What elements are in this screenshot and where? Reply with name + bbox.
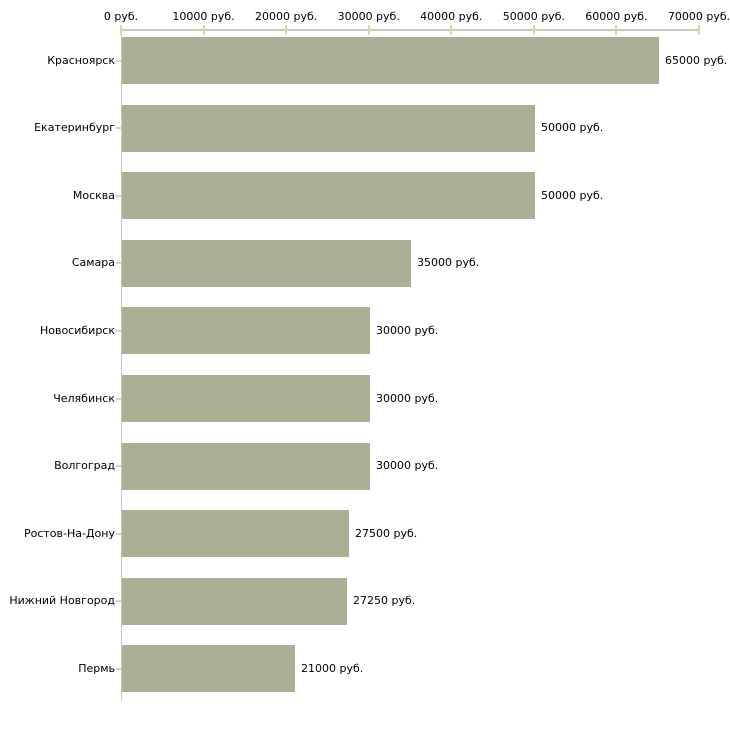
- x-axis-tick-label: 60000 руб.: [585, 10, 648, 23]
- x-axis-tick-mark: [450, 25, 453, 35]
- bar: [122, 37, 659, 84]
- bar: [122, 239, 411, 287]
- bar-value-label: 30000 руб.: [376, 323, 439, 337]
- x-axis-tick-mark: [120, 25, 122, 35]
- category-label: Челябинск: [53, 391, 115, 405]
- bar: [122, 577, 347, 625]
- bar-value-label: 27500 руб.: [355, 526, 418, 540]
- x-axis-tick-label: 50000 руб.: [502, 10, 565, 23]
- x-axis-tick-label: 10000 руб.: [172, 10, 235, 23]
- bar-value-label: 50000 руб.: [541, 188, 604, 202]
- bar: [122, 104, 535, 152]
- x-axis-tick-label: 40000 руб.: [420, 10, 483, 23]
- y-axis-tick-mark: [116, 667, 121, 670]
- bar-value-label: 30000 руб.: [376, 391, 439, 405]
- bar: [122, 510, 349, 558]
- y-axis-tick-mark: [116, 397, 121, 400]
- category-label: Пермь: [78, 661, 115, 675]
- category-label: Волгоград: [54, 459, 115, 473]
- category-label: Нижний Новгород: [9, 594, 115, 608]
- bar: [122, 307, 370, 355]
- bar: [122, 442, 370, 490]
- category-label: Самара: [71, 256, 115, 270]
- x-axis-tick-mark: [532, 25, 535, 35]
- x-axis-line: [121, 29, 700, 31]
- y-axis-tick-mark: [116, 59, 121, 62]
- category-label: Екатеринбург: [34, 121, 115, 135]
- bar: [122, 375, 370, 422]
- y-axis-tick-mark: [116, 127, 121, 130]
- y-axis-tick-mark: [116, 465, 121, 468]
- x-axis-tick-label: 0 руб.: [103, 10, 139, 23]
- bar-value-label: 21000 руб.: [301, 661, 364, 675]
- x-axis-tick-mark: [285, 25, 288, 35]
- bar-value-label: 35000 руб.: [417, 256, 480, 270]
- y-axis-tick-mark: [116, 262, 121, 265]
- x-axis-tick-mark: [615, 25, 618, 35]
- category-label: Красноярск: [47, 53, 115, 67]
- category-label: Ростов-На-Дону: [23, 526, 115, 540]
- bar-value-label: 30000 руб.: [376, 459, 439, 473]
- x-axis-tick-mark: [367, 25, 370, 35]
- bar: [122, 172, 535, 220]
- bar-value-label: 27250 руб.: [353, 594, 416, 608]
- bar-value-label: 65000 руб.: [665, 53, 728, 67]
- bar-value-label: 50000 руб.: [541, 121, 604, 135]
- y-axis-tick-mark: [116, 329, 121, 332]
- x-axis-tick-mark: [698, 25, 700, 35]
- y-axis-tick-mark: [116, 194, 121, 197]
- category-label: Новосибирск: [39, 323, 115, 337]
- x-axis-tick-label: 20000 руб.: [255, 10, 318, 23]
- y-axis-tick-mark: [116, 600, 121, 603]
- category-label: Москва: [72, 188, 115, 202]
- x-axis-tick-label: 30000 руб.: [337, 10, 400, 23]
- bar: [122, 645, 295, 693]
- y-axis-tick-mark: [116, 532, 121, 535]
- x-axis-tick-mark: [202, 25, 205, 35]
- y-axis-line: [121, 29, 122, 701]
- x-axis-tick-label: 70000 руб.: [667, 10, 730, 23]
